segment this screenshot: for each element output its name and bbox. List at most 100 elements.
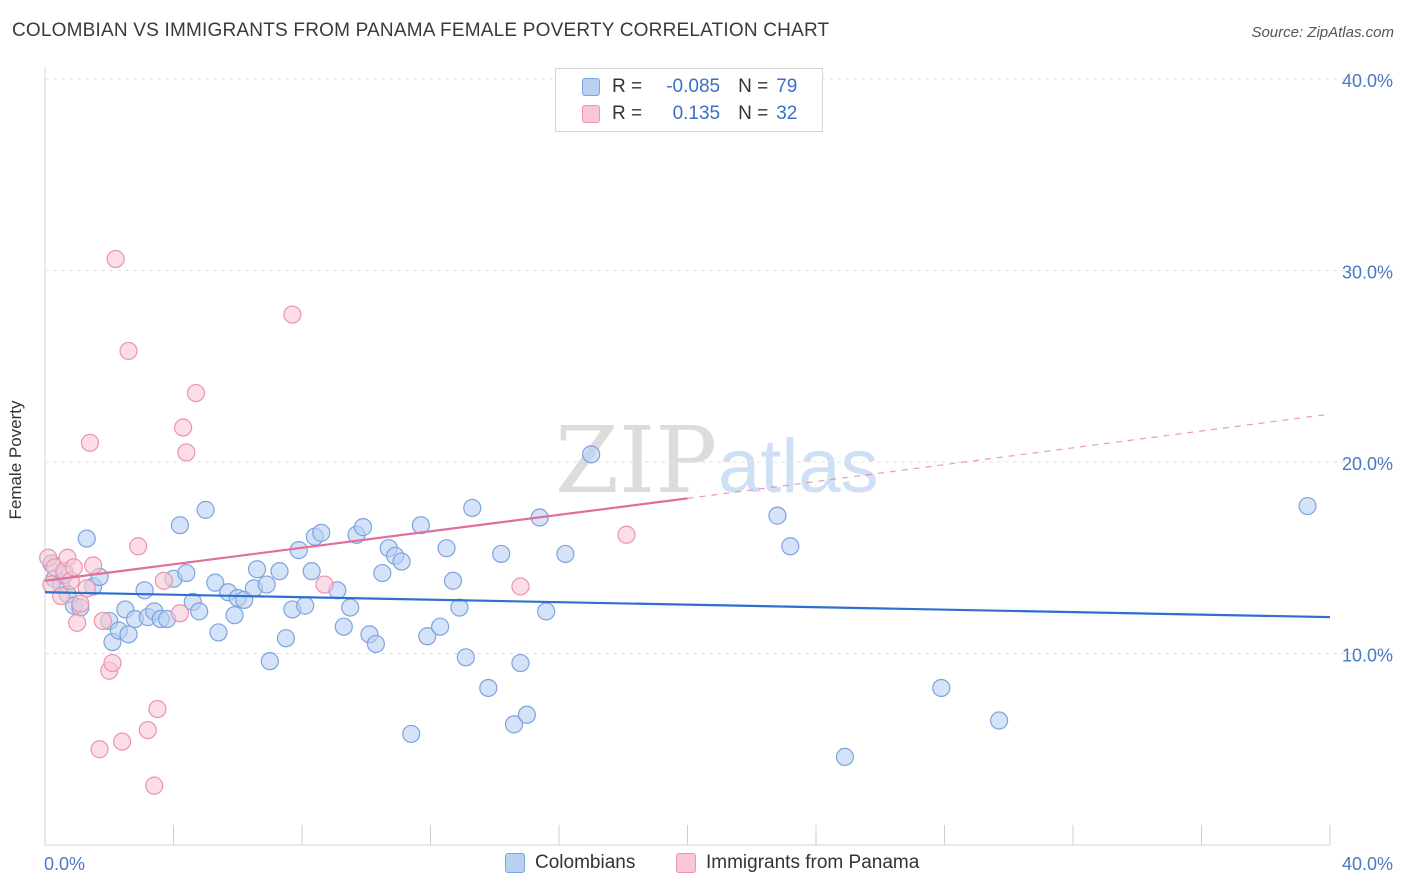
legend-r-label: R =	[612, 103, 643, 124]
colombians-point	[312, 523, 331, 542]
colombians-point	[225, 606, 244, 625]
panama-point	[145, 776, 164, 795]
colombians-point	[373, 563, 392, 583]
legend-swatch-panama	[582, 105, 600, 123]
colombians-point	[257, 575, 276, 594]
y-tick-label-40: 40.0%	[1342, 71, 1393, 91]
panama-point	[511, 577, 530, 596]
bottom-legend-swatch-panama	[676, 853, 696, 873]
panama-point	[154, 571, 173, 590]
colombians-point	[537, 602, 556, 621]
panama-point	[77, 579, 96, 598]
colombians-point	[450, 598, 469, 617]
colombians-point	[582, 445, 601, 464]
y-tick-label-10: 10.0%	[1342, 646, 1393, 666]
panama-point	[148, 699, 167, 719]
colombians-point	[392, 552, 411, 571]
colombians-point	[302, 562, 321, 581]
panama-point	[119, 341, 138, 361]
colombians-point	[504, 715, 524, 734]
source-credit: Source: ZipAtlas.com	[1251, 24, 1394, 41]
colombians-point	[177, 563, 196, 583]
colombians-point	[990, 711, 1009, 730]
legend: R = -0.085 N = 79 R = 0.135 N = 32	[555, 68, 823, 132]
colombians-point	[206, 573, 225, 592]
panama-point	[51, 586, 71, 606]
colombians-point	[932, 678, 951, 698]
colombians-point	[443, 571, 463, 590]
colombians-point	[517, 705, 536, 724]
panama-point	[84, 556, 103, 575]
panama-trend-line	[44, 497, 688, 582]
x-tick-label-min: 0.0%	[44, 854, 85, 874]
bottom-legend-label-colombians: Colombians	[535, 852, 636, 873]
colombians-point	[768, 506, 787, 525]
legend-r-label: R =	[612, 76, 643, 97]
panama-point	[138, 720, 157, 740]
panama-point	[170, 604, 190, 623]
colombians-point	[781, 537, 800, 556]
panama-point	[186, 383, 206, 403]
colombians-point	[260, 652, 279, 671]
colombians-point	[437, 539, 456, 558]
legend-r-value: 0.135	[672, 103, 721, 124]
bottom-legend-colombians: Colombians	[505, 852, 635, 874]
colombians-point	[366, 634, 385, 654]
legend-n-label: N =	[738, 76, 769, 97]
watermark-zip: ZIP	[555, 407, 717, 514]
trend-lines	[44, 413, 1331, 619]
colombians-point	[492, 544, 511, 564]
panama-point	[617, 525, 636, 544]
colombians-point	[270, 562, 289, 581]
colombians-point	[353, 518, 373, 537]
colombians-point	[431, 617, 450, 636]
gridlines	[45, 78, 1395, 654]
panama-point	[80, 433, 100, 452]
panama-point	[106, 249, 125, 269]
legend-n-value: 79	[776, 76, 798, 97]
x-tick-label-max: 40.0%	[1342, 854, 1393, 874]
watermark-atlas: atlas	[718, 424, 879, 509]
bottom-legend-swatch-colombians	[505, 853, 525, 873]
panama-point	[174, 418, 193, 437]
colombians-point	[402, 724, 421, 744]
legend-n-value: 32	[776, 103, 798, 124]
legend-row-panama: R = 0.135 N = 32	[582, 103, 797, 125]
panama-point	[129, 537, 148, 556]
watermark: ZIP atlas	[555, 407, 879, 514]
colombians-point	[341, 598, 360, 617]
panama-point	[93, 611, 112, 631]
colombians-point	[418, 627, 437, 646]
panama-point	[112, 732, 132, 751]
colombians-point	[289, 540, 308, 560]
colombians-point	[411, 516, 430, 535]
colombians-trend-line	[44, 591, 1331, 619]
colombians-point	[556, 544, 575, 564]
colombians-point	[119, 625, 138, 644]
legend-n-label: N =	[738, 103, 769, 124]
chart-title: COLOMBIAN VS IMMIGRANTS FROM PANAMA FEMA…	[12, 20, 830, 41]
panama-point	[64, 558, 84, 577]
colombians-point	[456, 648, 475, 667]
colombians-point	[296, 596, 315, 615]
legend-r-value: -0.085	[666, 76, 721, 97]
colombians-point	[77, 529, 96, 548]
data-points	[39, 249, 1317, 795]
panama-point	[68, 613, 87, 632]
colombians-point	[196, 500, 215, 519]
panama-point	[103, 653, 122, 673]
tick-labels: 10.0% 20.0% 30.0% 40.0% 0.0% 40.0%	[44, 71, 1393, 874]
bottom-legend-label-panama: Immigrants from Panama	[706, 852, 920, 873]
panama-point	[315, 575, 334, 594]
panama-point	[283, 305, 302, 324]
colombians-point	[463, 498, 482, 518]
colombians-point	[135, 581, 154, 600]
colombians-point	[247, 560, 267, 579]
bottom-legend-panama: Immigrants from Panama	[676, 852, 919, 874]
axes	[44, 67, 1331, 846]
panama-trend-extension	[687, 413, 1331, 499]
colombians-point	[170, 516, 190, 535]
colombians-point	[209, 623, 228, 642]
colombians-point	[511, 653, 530, 673]
